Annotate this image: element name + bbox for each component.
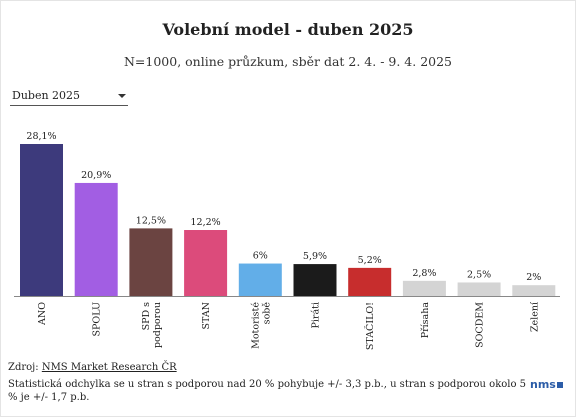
category-label-line: STAČILO!	[364, 302, 376, 350]
period-dropdown-value: Duben 2025	[12, 89, 81, 102]
nms-logo: nms	[530, 378, 563, 391]
bar[interactable]	[184, 230, 228, 296]
bar-value-label: 2,5%	[467, 269, 491, 280]
category-label-line: Přísaha	[420, 302, 431, 339]
category-label-line: Zelení	[529, 301, 540, 332]
bar-value-label: 12,2%	[191, 217, 221, 228]
category-label: SOCDEM	[475, 302, 486, 348]
bar[interactable]	[457, 282, 501, 296]
bar-value-label: 5,9%	[303, 251, 327, 262]
source-link[interactable]: NMS Market Research ČR	[41, 362, 177, 373]
bar-value-label: 12,5%	[136, 215, 166, 226]
category-label: SPD s podporou	[141, 302, 163, 348]
margin-of-error-note: Statistická odchylka se u stran s podpor…	[8, 379, 527, 403]
chart-title: Volební model - duben 2025	[162, 20, 414, 39]
bar[interactable]	[512, 285, 556, 296]
category-label-line: Piráti	[311, 302, 322, 329]
category-label: STAČILO!	[364, 302, 376, 350]
chevron-down-icon	[118, 94, 126, 98]
bar-value-label: 6%	[253, 251, 268, 262]
source-line: Zdroj: NMS Market Research ČR	[8, 362, 177, 373]
bar[interactable]	[20, 144, 63, 296]
bar-value-label: 20,9%	[81, 170, 111, 181]
bar[interactable]	[129, 228, 173, 296]
logo-square-icon	[556, 382, 563, 388]
category-label-line: SPOLU	[92, 302, 103, 336]
category-label-line: Motoristé	[250, 302, 261, 349]
source-prefix: Zdroj:	[8, 362, 42, 373]
category-label: Přísaha	[420, 302, 431, 339]
category-label: Zelení	[529, 301, 540, 332]
bar[interactable]	[348, 267, 392, 296]
category-label-line: STAN	[201, 302, 212, 330]
bar[interactable]	[74, 182, 118, 296]
bar[interactable]	[293, 264, 337, 296]
category-label: Piráti	[311, 302, 322, 329]
nms-logo-text: nms	[530, 378, 556, 391]
bar-value-label: 2,8%	[412, 268, 436, 279]
category-label-line: ANO	[37, 302, 48, 326]
category-label-line: SOCDEM	[475, 302, 486, 348]
period-dropdown[interactable]: Duben 2025	[10, 87, 128, 106]
bar-chart: 28,1% ANO 20,9% SPOLU 12,5% SPD s podporou 12,2…	[14, 131, 560, 350]
category-label-line: SPD s	[141, 302, 152, 331]
category-label-line: podporou	[152, 302, 163, 348]
bar-value-label: 28,1%	[26, 131, 56, 142]
category-label: ANO	[37, 302, 48, 326]
category-label: Motoristé sobě	[250, 302, 272, 349]
chart-subtitle: N=1000, online průzkum, sběr dat 2. 4. -…	[123, 54, 453, 69]
category-label: SPOLU	[92, 302, 103, 336]
bar[interactable]	[238, 263, 282, 296]
bar[interactable]	[402, 280, 446, 296]
category-label-line: sobě	[261, 302, 272, 325]
bar-value-label: 2%	[526, 272, 541, 283]
bar-value-label: 5,2%	[358, 255, 382, 266]
category-label: STAN	[201, 302, 212, 330]
